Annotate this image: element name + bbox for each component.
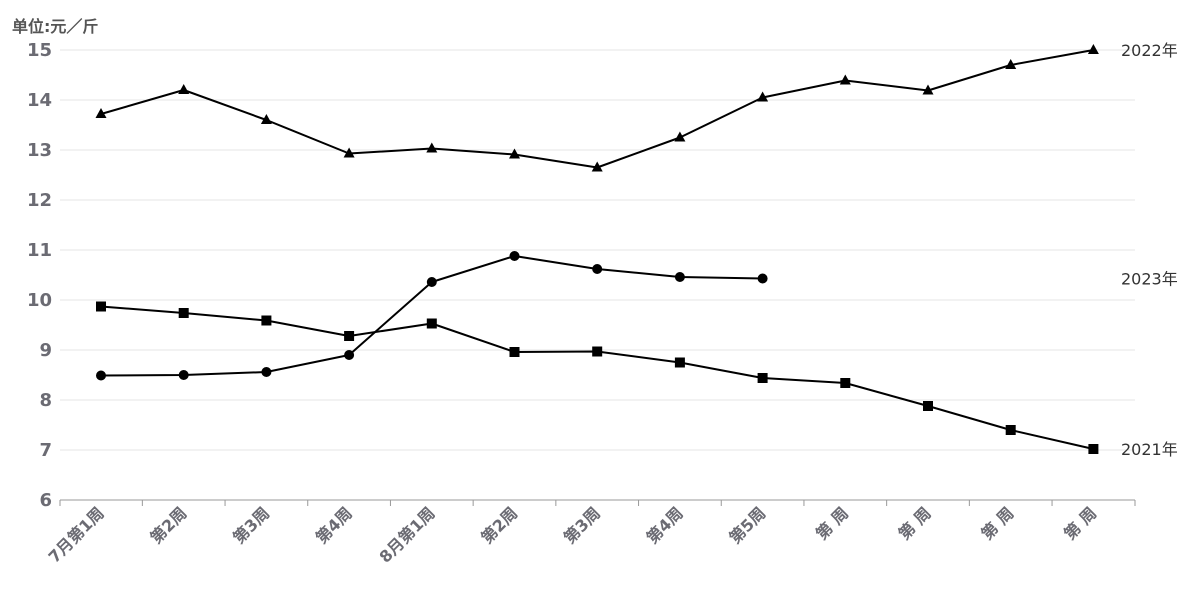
y-tick-label: 6 (39, 490, 52, 511)
x-tick-label: 第 周 (895, 503, 935, 543)
y-axis-ticks: 6 7 8 9 10 11 12 13 14 15 (27, 40, 52, 511)
x-tick-label: 第3周 (229, 503, 273, 547)
data-point-triangle (343, 147, 355, 158)
data-point-square (509, 347, 520, 357)
x-tick-label: 第3周 (560, 503, 604, 547)
x-tick-label: 7月第1周 (45, 503, 108, 566)
data-point-square (1088, 444, 1099, 454)
data-point-square (96, 301, 106, 312)
data-point-triangle (1005, 59, 1017, 69)
data-point-square (592, 346, 603, 357)
y-tick-label: 9 (39, 340, 52, 361)
y-tick-label: 14 (27, 90, 52, 111)
series-line (100, 305, 1094, 450)
x-tick-label: 第5周 (725, 503, 769, 547)
y-tick-label: 8 (39, 390, 52, 411)
data-point-square (840, 378, 851, 388)
data-point-square (344, 331, 355, 341)
series-labels: 2022年 2023年 2021年 (1121, 41, 1178, 459)
data-point-triangle (839, 74, 851, 85)
x-tick-label: 8月第1周 (375, 503, 438, 566)
data-point-triangle (757, 91, 769, 102)
y-axis-unit-label: 单位:元／斤 (12, 17, 98, 36)
data-point-circle (509, 251, 520, 261)
data-point-square (923, 401, 933, 411)
x-tick-label: 第 周 (812, 503, 852, 543)
data-point-triangle (426, 142, 438, 153)
y-tick-label: 13 (27, 140, 52, 161)
series-name-label: 2022年 (1121, 41, 1178, 60)
data-point-circle (674, 272, 685, 282)
y-tick-label: 12 (27, 190, 52, 211)
y-tick-label: 7 (39, 440, 52, 461)
x-axis: 7月第1周 第2周 第3周 第4周 8月第1周 第2周 第3周 第4周 第5周第 周第 周第 周… (45, 499, 1136, 567)
gridlines (60, 49, 1135, 451)
data-point-triangle (674, 131, 686, 142)
x-tick-label: 第4周 (312, 503, 356, 547)
data-point-square (674, 357, 685, 368)
y-tick-label: 10 (27, 290, 52, 311)
data-point-triangle (591, 161, 603, 172)
data-point-triangle (509, 148, 520, 159)
data-point-circle (344, 350, 355, 360)
x-tick-label: 第 周 (978, 503, 1018, 543)
data-point-triangle (260, 114, 272, 124)
x-tick-label: 第4周 (643, 503, 687, 547)
data-point-circle (261, 367, 272, 377)
data-point-circle (757, 273, 768, 284)
data-point-triangle (178, 84, 190, 94)
series-line (100, 255, 763, 377)
y-tick-label: 15 (27, 40, 52, 61)
data-point-triangle (922, 84, 934, 95)
data-point-square (426, 318, 437, 329)
data-point-circle (178, 370, 189, 380)
series-name-label: 2021年 (1121, 440, 1178, 459)
data-point-square (1005, 425, 1016, 435)
y-tick-label: 11 (27, 240, 52, 261)
data-point-triangle (1087, 44, 1099, 54)
data-point-square (178, 308, 189, 318)
data-point-square (261, 315, 272, 326)
series-markers (95, 44, 1099, 454)
x-tick-label: 第2周 (147, 503, 191, 547)
data-point-circle (592, 264, 603, 274)
data-point-square (757, 373, 768, 383)
x-tick-label: 第2周 (477, 503, 521, 547)
data-point-circle (96, 370, 106, 381)
data-point-triangle (95, 108, 107, 118)
series-name-label: 2023年 (1121, 270, 1178, 289)
x-tick-label: 第 周 (1060, 503, 1100, 543)
data-point-circle (426, 277, 437, 287)
